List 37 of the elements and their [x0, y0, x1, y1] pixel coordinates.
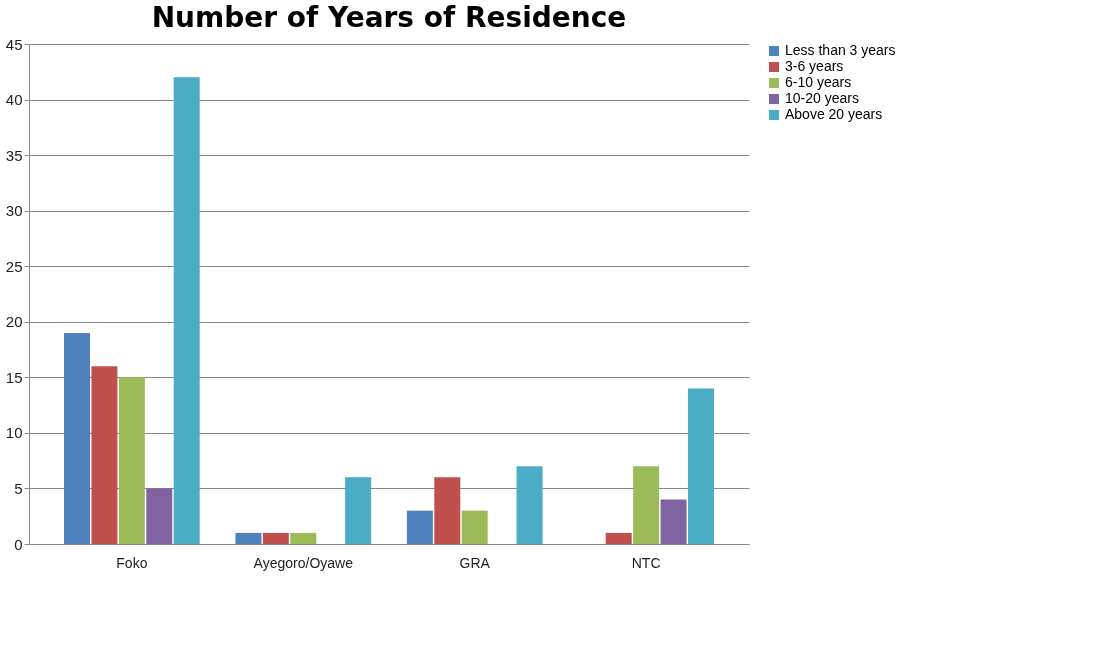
chart-title: Number of Years of Residence	[151, 1, 627, 34]
bar	[262, 532, 289, 544]
bar	[660, 499, 687, 544]
bar	[118, 377, 145, 544]
y-tick-label: 15	[5, 368, 23, 386]
y-tick-label: 10	[5, 424, 23, 442]
y-tick-label: 45	[5, 35, 23, 53]
x-tick-label: NTC	[631, 554, 661, 571]
bar	[461, 510, 488, 544]
bar	[406, 510, 433, 544]
bar	[290, 532, 317, 544]
y-tick-label: 40	[5, 91, 23, 109]
bar	[434, 477, 461, 544]
y-tick-label: 5	[14, 479, 23, 497]
bar	[146, 488, 173, 544]
legend-label: 3-6 years	[785, 58, 844, 74]
legend-label: 6-10 years	[785, 74, 852, 90]
x-tick-label: Foko	[116, 554, 148, 571]
bar	[173, 77, 200, 544]
legend-label: Less than 3 years	[785, 42, 896, 58]
y-tick-label: 0	[14, 535, 23, 553]
bar	[235, 532, 262, 544]
bar	[516, 466, 543, 544]
bar	[688, 388, 714, 544]
x-tick-label: Ayegoro/Oyawe	[253, 554, 354, 571]
bar	[633, 466, 660, 544]
x-tick-label: GRA	[459, 554, 491, 571]
bar	[91, 366, 118, 544]
bar	[605, 532, 632, 544]
y-tick-label: 30	[5, 202, 23, 220]
y-tick-label: 35	[5, 146, 23, 164]
y-tick-label: 25	[5, 257, 23, 275]
legend-label: 10-20 years	[785, 90, 859, 106]
bar	[345, 477, 372, 544]
bar	[64, 332, 90, 544]
legend-label: Above 20 years	[785, 106, 883, 122]
y-tick-label: 20	[5, 313, 23, 331]
